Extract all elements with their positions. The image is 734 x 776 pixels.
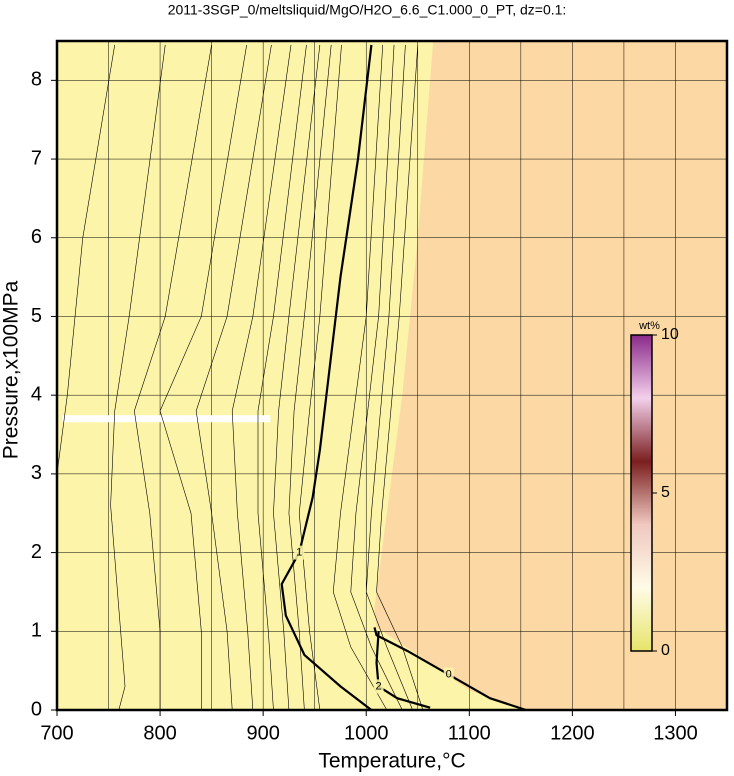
y-tick-label: 7 bbox=[31, 147, 42, 169]
y-tick-label: 2 bbox=[31, 541, 42, 563]
y-axis-label: Pressure,x100MPa bbox=[0, 280, 23, 459]
x-tick-label: 1300 bbox=[653, 722, 698, 744]
contour-label-bg bbox=[373, 679, 384, 694]
y-tick-label: 0 bbox=[31, 698, 42, 720]
contour-label-bg bbox=[294, 545, 305, 560]
colorbar-tick-label: 5 bbox=[661, 484, 670, 501]
contour-line bbox=[376, 44, 424, 711]
contour-line bbox=[110, 44, 166, 711]
x-tick-label: 800 bbox=[143, 722, 176, 744]
x-axis-label: Temperature,°C bbox=[318, 750, 465, 773]
contour-label: 1 bbox=[296, 546, 302, 558]
contour-line bbox=[231, 44, 292, 711]
x-tick-label: 1100 bbox=[448, 722, 491, 744]
contour-line bbox=[257, 44, 307, 711]
contour-label: 0 bbox=[446, 668, 452, 680]
contour-line bbox=[365, 44, 413, 711]
x-tick-label: 1000 bbox=[344, 722, 389, 744]
colorbar-label: wt% bbox=[638, 320, 660, 332]
contour-label-bg bbox=[443, 667, 454, 682]
x-tick-label: 900 bbox=[246, 722, 279, 744]
contour-line bbox=[56, 44, 116, 474]
colorbar-tick-label: 0 bbox=[661, 642, 670, 659]
y-tick-label: 3 bbox=[31, 462, 42, 484]
contour-line bbox=[332, 44, 388, 711]
contour-line bbox=[195, 44, 272, 711]
colorbar bbox=[630, 334, 653, 652]
x-tick-label: 700 bbox=[40, 722, 73, 744]
y-tick-label: 4 bbox=[31, 383, 42, 405]
colorbar-tick-label: 10 bbox=[661, 326, 679, 343]
contour-line bbox=[159, 44, 247, 710]
chart-title: 2011-3SGP_0/meltsliquid/MgO/H2O_6.6_C1.0… bbox=[168, 2, 567, 18]
contour-line bbox=[373, 627, 527, 712]
y-tick-label: 5 bbox=[31, 305, 42, 327]
y-tick-label: 6 bbox=[31, 226, 42, 248]
contour-line bbox=[273, 44, 321, 711]
plot-frame bbox=[55, 39, 729, 712]
y-tick-label: 1 bbox=[31, 620, 42, 642]
contour-label: 2 bbox=[376, 680, 382, 692]
contour-line bbox=[134, 44, 212, 710]
fill-region bbox=[374, 41, 727, 710]
contour-line bbox=[298, 44, 342, 711]
x-tick-label: 1200 bbox=[550, 722, 595, 744]
y-tick-label: 8 bbox=[31, 69, 42, 91]
